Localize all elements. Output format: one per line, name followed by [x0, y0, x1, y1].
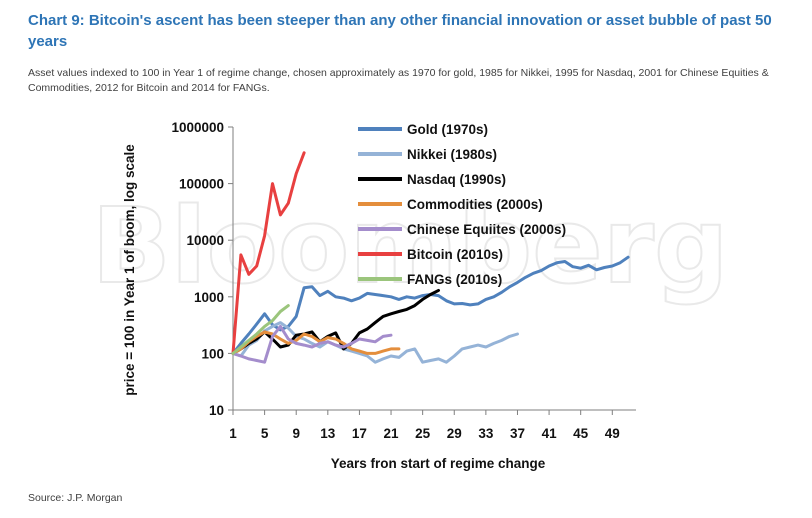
- x-tick-label: 25: [415, 426, 431, 441]
- series-line-1: [231, 321, 519, 364]
- series-line-6: [231, 304, 290, 355]
- y-axis-title: price = 100 in Year 1 of boom, log scale: [122, 144, 137, 396]
- legend-label: Bitcoin (2010s): [407, 247, 503, 262]
- x-tick-label: 17: [352, 426, 367, 441]
- series-line-2: [231, 288, 440, 355]
- y-tick-label: 10: [209, 403, 224, 418]
- x-tick-label: 37: [510, 426, 525, 441]
- y-tick-label: 10000: [186, 233, 224, 248]
- chart-subtitle: Asset values indexed to 100 in Year 1 of…: [28, 67, 769, 94]
- y-tick-label: 1000000: [171, 120, 224, 135]
- legend-label: Chinese Equiites (2000s): [407, 222, 566, 237]
- chart-title: Chart 9: Bitcoin's ascent has been steep…: [28, 12, 772, 50]
- x-tick-label: 29: [447, 426, 462, 441]
- x-axis-title: Years fron start of regime change: [331, 456, 546, 471]
- x-tick-label: 21: [384, 426, 400, 441]
- y-tick-label: 100000: [179, 177, 224, 192]
- series-line-3: [231, 330, 401, 355]
- legend-label: Commodities (2000s): [407, 197, 543, 212]
- x-tick-label: 45: [573, 426, 589, 441]
- legend-label: Nikkei (1980s): [407, 147, 497, 162]
- chart-legend: Gold (1970s) Nikkei (1980s) Nasdaq (1990s)…: [358, 122, 566, 287]
- x-tick-label: 13: [320, 426, 336, 441]
- source-note: Source: J.P. Morgan: [28, 492, 123, 504]
- y-tick-label: 1000: [194, 290, 224, 305]
- series-line-4: [231, 324, 393, 364]
- legend-label: Gold (1970s): [407, 122, 488, 137]
- x-tick-label: 1: [229, 426, 237, 441]
- x-tick-label: 5: [261, 426, 269, 441]
- watermark-text: Bloomberg: [92, 185, 729, 307]
- x-tick-label: 9: [292, 426, 300, 441]
- x-tick-label: 33: [478, 426, 494, 441]
- chart-axes: 10 100 1000 10000 100000 1000000 1 5 9 13 17 21 25 29…: [171, 120, 636, 441]
- x-tick-label: 41: [542, 426, 558, 441]
- series-line-5: [231, 151, 306, 355]
- x-tick-label: 49: [605, 426, 620, 441]
- legend-label: FANGs (2010s): [407, 272, 502, 287]
- legend-label: Nasdaq (1990s): [407, 172, 506, 187]
- y-tick-label: 100: [201, 346, 224, 361]
- chart-series: [231, 151, 630, 364]
